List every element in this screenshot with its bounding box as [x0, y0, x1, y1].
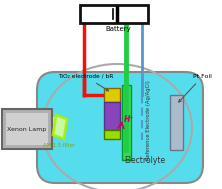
- FancyBboxPatch shape: [37, 72, 203, 183]
- Bar: [122, 85, 131, 160]
- Text: Electrolyte: Electrolyte: [125, 156, 166, 165]
- Text: Reference Electrode (Ag/AgCl): Reference Electrode (Ag/AgCl): [145, 80, 151, 160]
- Bar: [104, 88, 120, 102]
- Text: Battery: Battery: [105, 26, 131, 32]
- Bar: [104, 130, 120, 139]
- Text: Xenon Lamp: Xenon Lamp: [7, 126, 47, 132]
- Text: AM 1.5 filter: AM 1.5 filter: [43, 143, 75, 148]
- Text: H⁺: H⁺: [124, 115, 134, 124]
- FancyBboxPatch shape: [2, 109, 52, 149]
- Text: TiO₂ electrode / bR: TiO₂ electrode / bR: [58, 74, 113, 91]
- Polygon shape: [53, 115, 67, 139]
- FancyBboxPatch shape: [6, 113, 48, 145]
- Bar: [80, 5, 148, 23]
- Bar: [104, 102, 120, 130]
- Polygon shape: [51, 116, 56, 138]
- Bar: [170, 95, 183, 150]
- Text: Pt Foil: Pt Foil: [179, 74, 212, 102]
